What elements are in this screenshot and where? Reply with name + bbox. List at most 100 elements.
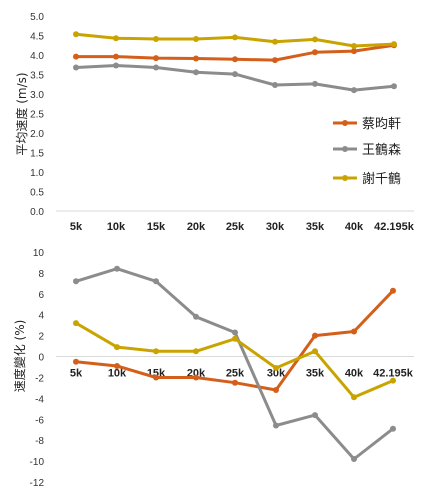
data-point	[273, 365, 279, 371]
x-tick-label: 15k	[147, 221, 166, 233]
data-point	[390, 287, 396, 294]
x-tick-label: 25k	[226, 221, 245, 233]
data-point	[73, 64, 79, 71]
data-point	[391, 41, 397, 48]
data-point	[153, 55, 159, 62]
y-tick-label: 3.0	[30, 90, 44, 101]
y-tick-label: 2	[38, 332, 44, 343]
x-tick-label: 5k	[70, 368, 83, 380]
y-tick-label: 5.0	[30, 12, 44, 23]
data-point	[73, 358, 79, 365]
y-tick-label: 0.5	[30, 188, 44, 199]
data-point	[273, 387, 279, 393]
data-point	[113, 53, 119, 60]
data-point	[232, 71, 238, 78]
x-tick-label: 42.195k	[373, 368, 414, 380]
legend-label: 王鶴森	[362, 142, 401, 158]
y-tick-label: -2	[35, 373, 44, 384]
x-tick-label: 5k	[70, 221, 83, 233]
data-point	[73, 53, 79, 60]
data-point	[232, 335, 238, 342]
data-point	[193, 348, 199, 355]
y-axis-label: 平均速度 (m/s)	[14, 72, 29, 155]
data-point	[193, 69, 199, 76]
legend-label: 謝千鶴	[362, 171, 401, 187]
data-point	[272, 38, 278, 45]
data-point	[273, 422, 279, 429]
x-tick-label: 35k	[306, 368, 325, 380]
data-point	[351, 328, 357, 335]
x-tick-label: 25k	[226, 368, 245, 380]
speed-chart: 0.0 0.5 1.0 1.5 2.0 2.5 3.0 3.5 4.0 4.5 5.0 5k 10k 15…	[14, 12, 415, 233]
data-point	[114, 344, 120, 351]
data-point	[390, 425, 396, 432]
y-tick-label: 2.0	[30, 129, 44, 140]
data-point	[351, 43, 357, 49]
y-tick-label: 1.5	[30, 149, 44, 160]
data-point	[312, 36, 318, 43]
legend-label: 蔡昀軒	[362, 117, 401, 132]
y-tick-label: 4.0	[30, 51, 44, 62]
y-tick-label: -6	[35, 415, 44, 426]
legend-marker	[342, 175, 348, 181]
y-tick-label: 4	[38, 311, 44, 322]
x-tick-label: 35k	[306, 221, 325, 233]
data-point	[73, 278, 79, 285]
data-point	[351, 87, 357, 94]
y-axis-label: 速度變化 (%)	[12, 320, 27, 393]
y-tick-label: 6	[38, 290, 44, 301]
data-point	[153, 64, 159, 71]
data-point	[232, 379, 238, 386]
data-point	[312, 332, 318, 339]
data-point	[193, 374, 199, 381]
data-point	[153, 374, 159, 381]
data-point	[272, 57, 278, 64]
x-tick-label: 40k	[345, 368, 364, 380]
y-tick-label: -8	[35, 436, 44, 447]
data-point	[193, 55, 199, 62]
y-tick-label: -4	[35, 394, 44, 405]
data-point	[232, 34, 238, 41]
data-point	[232, 329, 238, 336]
x-tick-label: 10k	[107, 221, 126, 233]
x-tick-label: 10k	[108, 368, 127, 380]
x-tick-label: 30k	[267, 368, 286, 380]
data-point	[113, 35, 119, 42]
y-tick-label: 0.0	[30, 207, 44, 218]
data-point	[153, 278, 159, 285]
y-tick-label: -12	[30, 478, 45, 489]
data-point	[232, 56, 238, 63]
data-point	[153, 36, 159, 42]
x-tick-label: 20k	[187, 221, 206, 233]
y-tick-label: 8	[38, 269, 44, 280]
legend-marker	[342, 146, 348, 152]
y-tick-label: 3.5	[30, 71, 44, 82]
series-line-2	[75, 267, 394, 461]
x-tick-label: 42.195k	[374, 221, 415, 233]
data-point	[193, 313, 199, 320]
y-tick-label: -10	[30, 457, 45, 468]
data-point	[351, 456, 357, 462]
data-point	[153, 348, 159, 355]
data-point	[312, 348, 318, 355]
y-tick-label: 1.0	[30, 168, 44, 179]
data-point	[312, 412, 318, 419]
legend-marker	[342, 120, 348, 126]
data-point	[73, 31, 79, 38]
data-point	[351, 394, 357, 401]
data-point	[391, 83, 397, 90]
data-point	[312, 80, 318, 87]
data-point	[114, 363, 120, 369]
x-tick-label: 30k	[266, 221, 285, 233]
x-tick-label: 40k	[345, 221, 364, 233]
data-point	[312, 49, 318, 56]
data-point	[113, 62, 119, 69]
data-point	[193, 36, 199, 42]
data-point	[73, 320, 79, 327]
y-tick-label: 0	[38, 353, 44, 364]
data-point	[390, 377, 396, 384]
y-tick-label: 2.5	[30, 110, 44, 121]
data-point	[114, 265, 120, 272]
y-tick-label: 4.5	[30, 32, 44, 43]
